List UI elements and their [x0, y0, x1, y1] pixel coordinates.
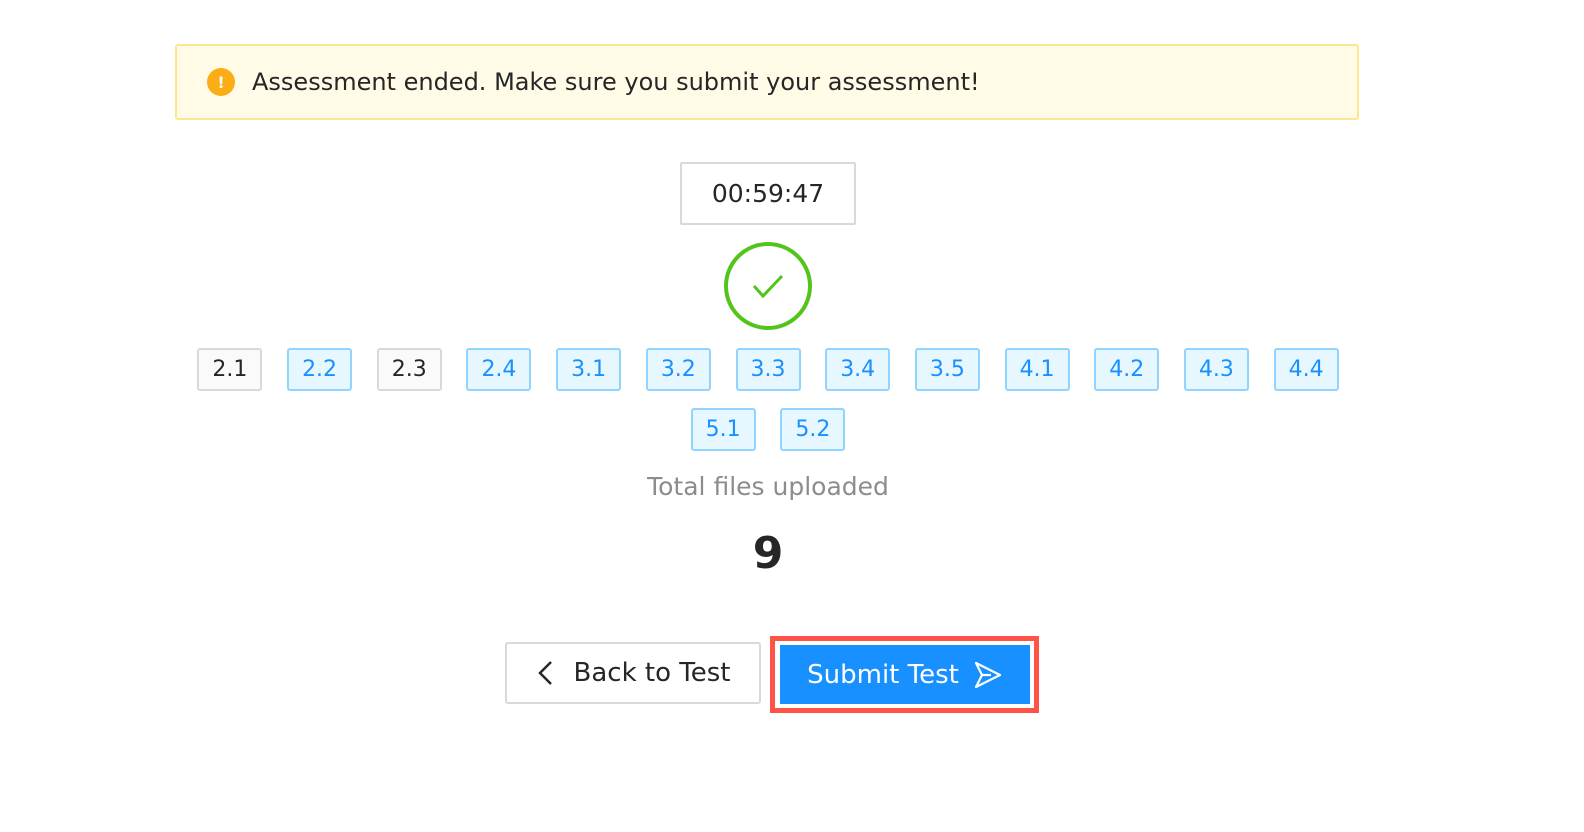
assessment-ended-alert: ! Assessment ended. Make sure you submit…	[175, 44, 1359, 120]
back-to-test-button[interactable]: Back to Test	[505, 642, 761, 704]
question-button-3-1[interactable]: 3.1	[556, 348, 622, 391]
question-button-4-1[interactable]: 4.1	[1004, 348, 1070, 391]
send-icon	[974, 661, 1001, 688]
chevron-left-icon	[537, 661, 552, 685]
question-button-3-5[interactable]: 3.5	[914, 348, 980, 391]
question-button-2-1[interactable]: 2.1	[197, 348, 263, 391]
question-button-2-3[interactable]: 2.3	[376, 348, 442, 391]
question-button-3-4[interactable]: 3.4	[825, 348, 891, 391]
submit-test-button[interactable]: Submit Test	[780, 645, 1030, 704]
question-button-5-2[interactable]: 5.2	[780, 408, 846, 451]
question-list-row-2: 5.1 5.2	[0, 408, 1536, 451]
question-button-5-1[interactable]: 5.1	[690, 408, 756, 451]
check-circle-icon	[724, 242, 812, 330]
question-button-4-2[interactable]: 4.2	[1094, 348, 1160, 391]
question-list-row-1: 2.1 2.2 2.3 2.4 3.1 3.2 3.3 3.4 3.5 4.1 4.2 4.3 4.4	[0, 348, 1536, 391]
total-files-count: 9	[752, 528, 784, 579]
total-files-label: Total files uploaded	[647, 472, 889, 501]
question-button-2-4[interactable]: 2.4	[466, 348, 532, 391]
submit-highlight	[770, 636, 1039, 713]
question-button-3-3[interactable]: 3.3	[735, 348, 801, 391]
question-button-4-4[interactable]: 4.4	[1273, 348, 1339, 391]
question-button-3-2[interactable]: 3.2	[645, 348, 711, 391]
submit-test-label: Submit Test	[807, 659, 959, 690]
exclamation-circle-icon: !	[207, 68, 235, 96]
question-button-4-3[interactable]: 4.3	[1183, 348, 1249, 391]
timer: 00:59:47	[680, 162, 856, 225]
question-button-2-2[interactable]: 2.2	[287, 348, 353, 391]
back-to-test-label: Back to Test	[573, 658, 731, 688]
alert-message: Assessment ended. Make sure you submit y…	[252, 68, 980, 96]
